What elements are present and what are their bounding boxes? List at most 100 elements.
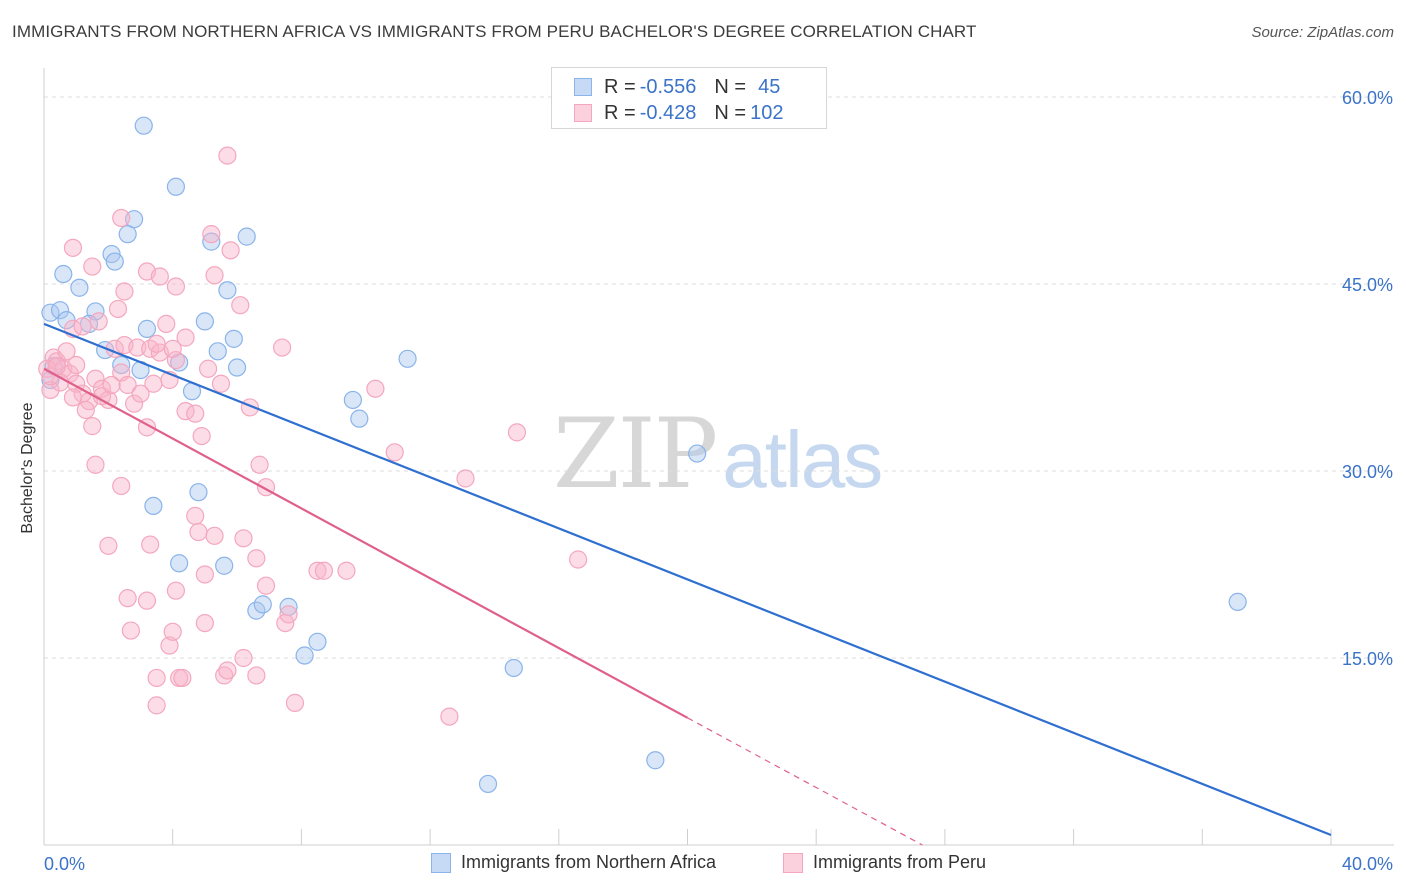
point-peru [256, 576, 276, 595]
correlation-legend: R = -0.556 N = 45 R = -0.428 N = 102 [551, 67, 827, 129]
point-peru [211, 374, 231, 393]
point-peru [250, 455, 269, 474]
point-peru [279, 605, 298, 624]
y-tick-label: 45.0% [1342, 275, 1393, 295]
point-peru [137, 591, 157, 610]
point-northern-africa [227, 358, 247, 377]
trend-line-peru [43, 367, 689, 719]
point-peru [272, 338, 292, 357]
trend-lines [43, 322, 1332, 846]
point-peru [166, 277, 186, 296]
point-peru [247, 666, 266, 685]
point-northern-africa [105, 252, 124, 271]
legend-n-value: 102 [750, 101, 784, 124]
legend-swatch-peru [574, 104, 592, 122]
chart-title: IMMIGRANTS FROM NORTHERN AFRICA VS IMMIG… [12, 22, 977, 41]
legend-r-label: R = [604, 101, 636, 124]
series-name-northern-africa: Immigrants from Northern Africa [461, 852, 717, 872]
point-peru [234, 529, 253, 548]
series-legend-peru: Immigrants from Peru [783, 852, 986, 873]
point-peru [247, 549, 266, 568]
point-northern-africa [308, 632, 327, 651]
point-peru [163, 622, 182, 641]
point-peru [63, 388, 83, 407]
point-peru [115, 282, 134, 301]
watermark-atlas: atlas [722, 415, 883, 504]
point-peru [99, 536, 118, 555]
point-northern-africa [70, 278, 89, 297]
point-peru [147, 696, 166, 715]
point-northern-africa [646, 751, 665, 770]
point-northern-africa [504, 658, 523, 678]
source-credit: Source: ZipAtlas.com [1251, 24, 1394, 41]
point-peru [166, 350, 186, 370]
tick-labels: 15.0% 30.0% 45.0% 60.0% 0.0% 40.0% [44, 88, 1393, 874]
point-northern-africa [253, 595, 272, 614]
point-peru [121, 621, 140, 640]
point-peru [173, 668, 192, 688]
point-peru [186, 404, 205, 423]
point-peru [192, 426, 211, 446]
x-tick-label: 0.0% [44, 854, 85, 874]
point-peru [221, 241, 240, 260]
series-name-peru: Immigrants from Peru [813, 852, 987, 872]
point-peru [195, 565, 214, 584]
point-northern-africa [54, 264, 73, 284]
point-northern-africa [166, 177, 186, 196]
point-northern-africa [295, 646, 314, 665]
point-peru [157, 314, 176, 333]
point-northern-africa [112, 355, 131, 375]
point-peru [507, 423, 527, 442]
point-peru [186, 506, 205, 525]
point-peru [150, 267, 169, 286]
point-northern-africa [189, 483, 208, 502]
point-peru [285, 693, 305, 712]
grid-lines [44, 96, 1394, 659]
point-peru [57, 342, 76, 361]
point-northern-africa [350, 409, 369, 428]
point-northern-africa [398, 349, 417, 368]
point-peru [163, 339, 182, 358]
point-peru [166, 581, 186, 600]
point-northern-africa [208, 342, 227, 361]
point-peru [189, 522, 208, 542]
axes [43, 68, 1394, 846]
point-peru [67, 355, 86, 375]
series-legend-northern-africa: Immigrants from Northern Africa [431, 852, 716, 873]
point-northern-africa [478, 774, 498, 794]
series-swatch-peru [783, 852, 803, 873]
point-peru [73, 317, 92, 336]
point-peru [147, 334, 166, 353]
point-northern-africa [50, 301, 70, 320]
series-swatch-northern-africa [431, 852, 451, 873]
point-peru [176, 328, 195, 347]
x-tick-label: 40.0% [1342, 854, 1393, 874]
point-peru [128, 338, 147, 357]
point-peru [231, 296, 250, 315]
watermark: ZIPatlas [553, 398, 883, 510]
legend-n-label: N = [714, 75, 747, 98]
point-peru [63, 238, 83, 257]
point-peru [118, 589, 137, 608]
legend-row-peru: R = -0.428 N = 102 [574, 101, 783, 125]
point-peru [102, 375, 121, 395]
point-peru [569, 550, 588, 569]
point-peru [144, 374, 163, 393]
point-northern-africa [118, 225, 137, 244]
point-peru [456, 469, 475, 488]
point-northern-africa [218, 281, 237, 300]
point-peru [218, 146, 237, 165]
point-peru [92, 379, 112, 398]
point-peru [108, 299, 128, 319]
point-peru [118, 375, 137, 395]
point-northern-africa [215, 556, 234, 575]
point-peru [112, 476, 131, 496]
point-northern-africa [1228, 592, 1247, 612]
legend-swatch-northern-africa [574, 78, 592, 96]
point-peru [366, 379, 385, 398]
trend-line-northern-africa [43, 322, 1332, 837]
point-peru [86, 369, 105, 388]
point-peru [141, 535, 160, 554]
point-northern-africa [144, 496, 163, 516]
point-peru [314, 561, 334, 580]
